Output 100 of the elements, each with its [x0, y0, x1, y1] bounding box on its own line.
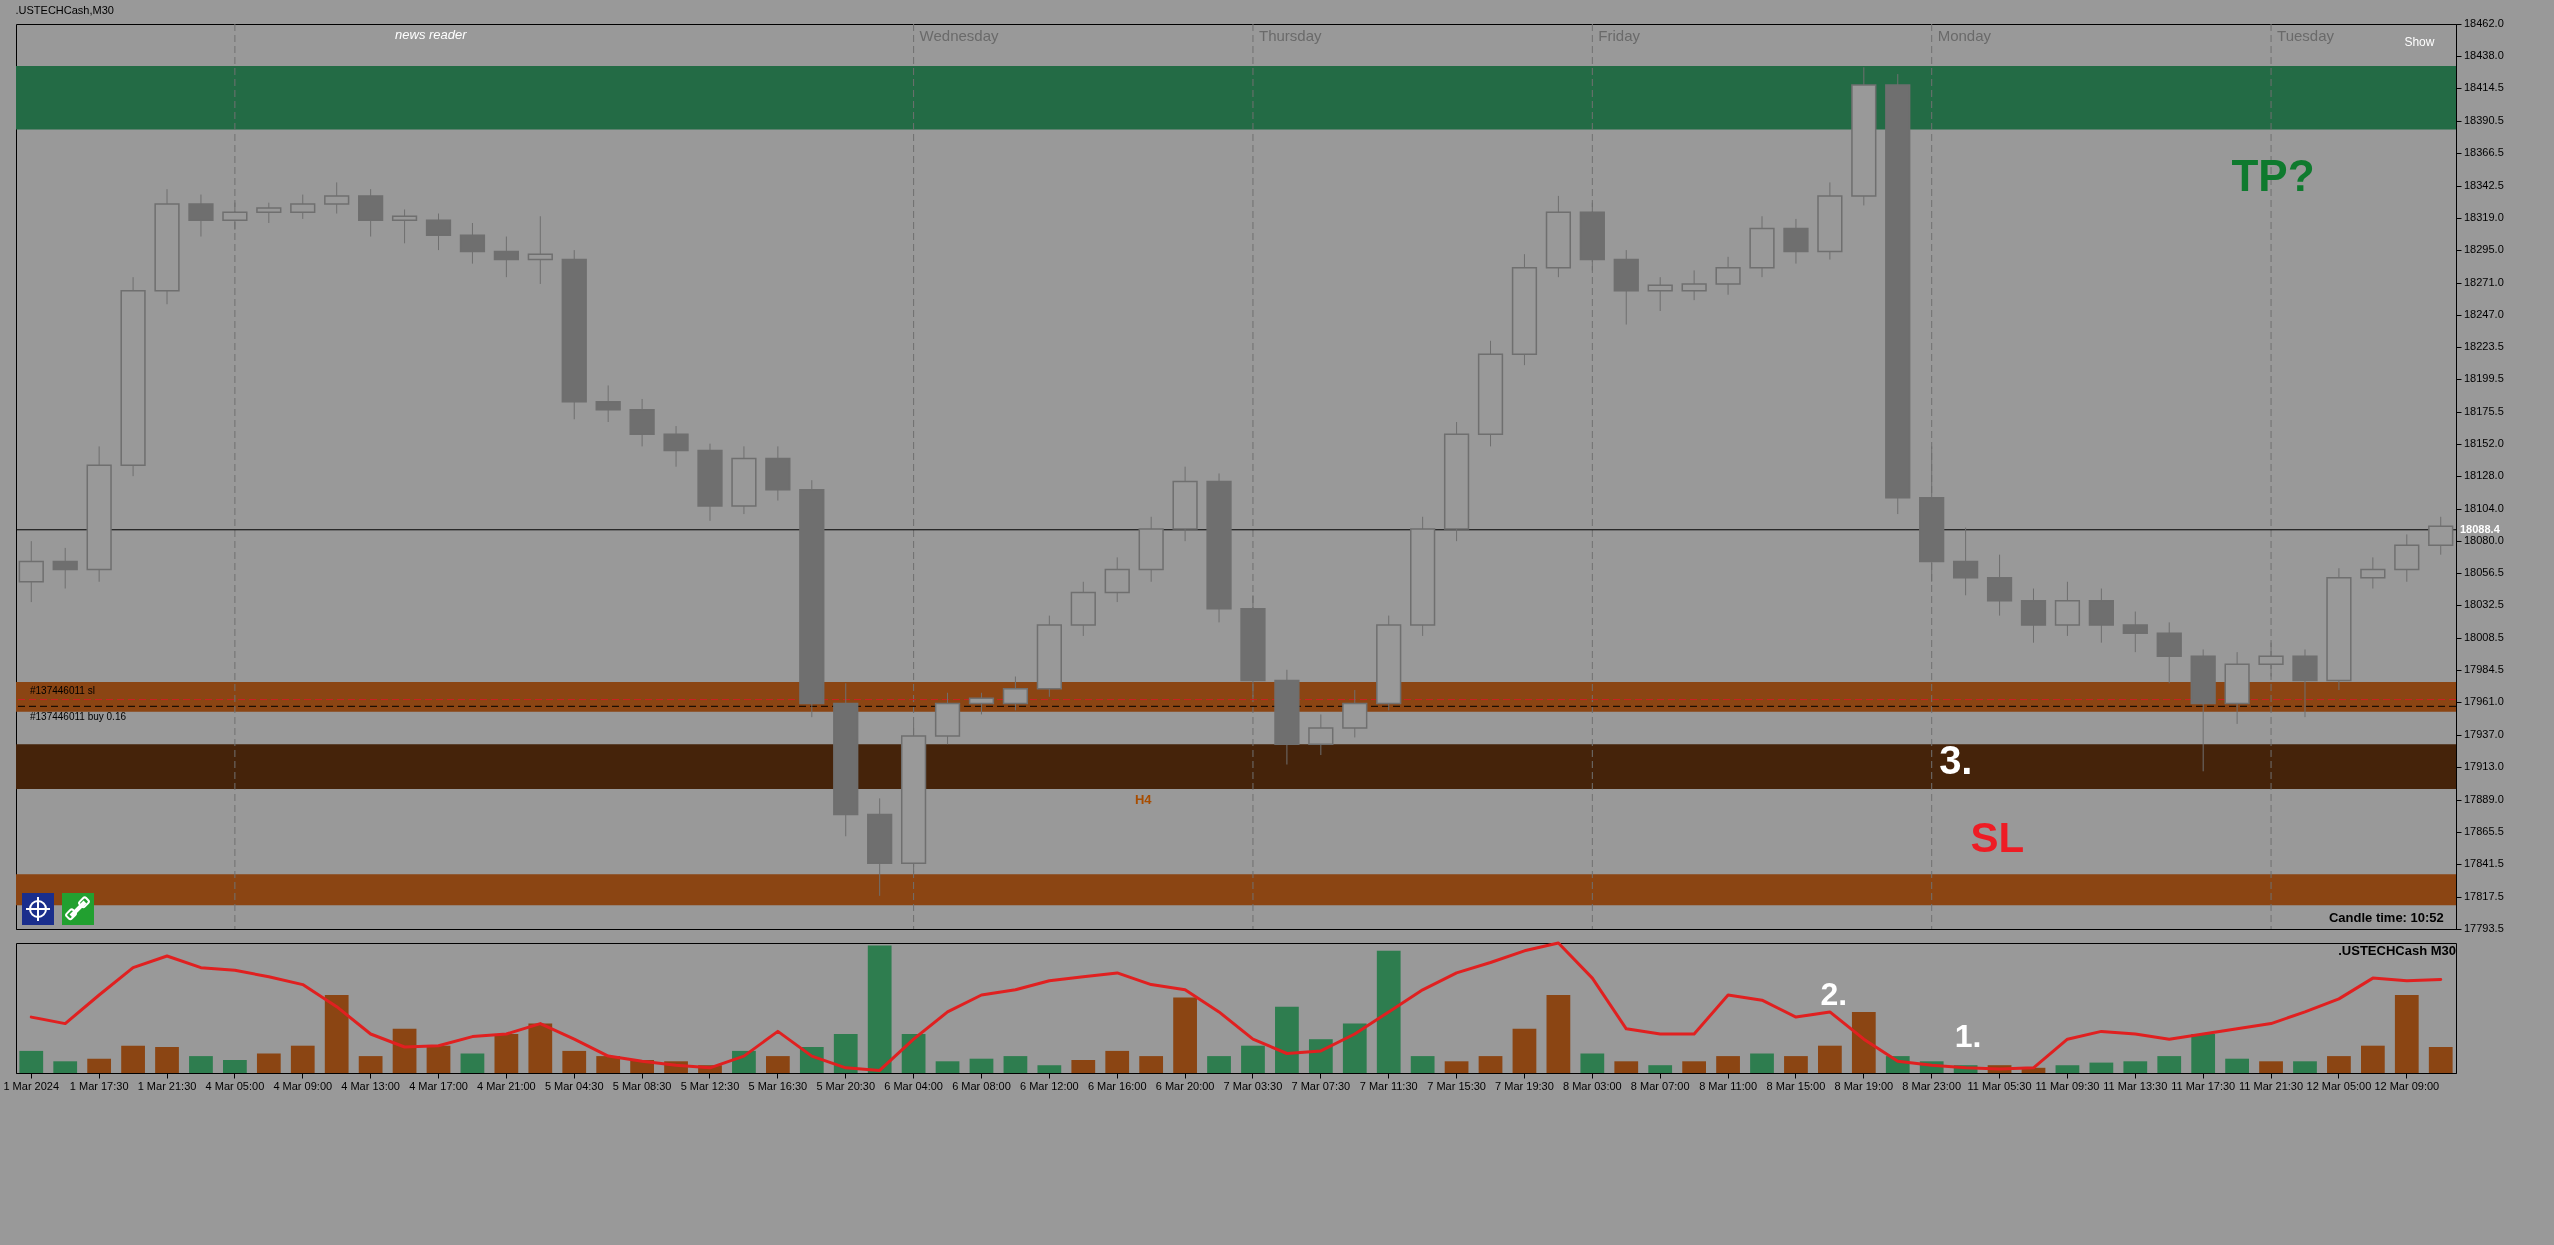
- candlestick: [2122, 611, 2148, 653]
- x-tick-label: 1 Mar 17:30: [69, 1079, 129, 1092]
- ref-line-label: 18088.4: [2460, 522, 2501, 535]
- bar: [392, 1028, 417, 1073]
- bar: [969, 1058, 994, 1073]
- candlestick: [663, 425, 689, 468]
- bar: [1410, 1056, 1435, 1073]
- bar: [765, 1056, 790, 1073]
- bar: [223, 1060, 247, 1073]
- bar: [867, 945, 892, 1073]
- bar: [1818, 1045, 1842, 1073]
- bar: [1851, 1011, 1876, 1073]
- y-tick-label: 18342.5: [2464, 178, 2504, 191]
- y-tick-label: 17817.5: [2464, 889, 2504, 902]
- candlestick: [493, 236, 519, 278]
- bar: [1716, 1056, 1740, 1073]
- x-tick-label: 6 Mar 20:00: [1155, 1079, 1215, 1092]
- bar: [19, 1050, 44, 1073]
- x-tick-label: 7 Mar 03:30: [1223, 1079, 1283, 1092]
- bar: [1173, 997, 1197, 1073]
- annotation: 1.: [1954, 1017, 1982, 1054]
- bar: [2360, 1045, 2385, 1073]
- x-tick-label: 8 Mar 23:00: [1902, 1079, 1962, 1092]
- y-tick-label: 18080.0: [2464, 534, 2504, 547]
- bar: [290, 1045, 315, 1073]
- x-tick-label: 12 Mar 05:00: [2306, 1079, 2372, 1092]
- y-tick-label: 18032.5: [2464, 598, 2504, 611]
- candlestick: [18, 540, 44, 603]
- bar: [1241, 1045, 1265, 1073]
- x-tick-label: 6 Mar 12:00: [1020, 1079, 1079, 1092]
- x-tick-label: 6 Mar 04:00: [884, 1079, 943, 1092]
- y-tick-label: 17937.0: [2464, 727, 2504, 740]
- bar: [833, 1034, 858, 1073]
- x-tick-label: 11 Mar 13:30: [2103, 1079, 2168, 1092]
- y-tick-label: 18152.0: [2464, 436, 2504, 449]
- bar: [1105, 1050, 1130, 1073]
- annotation: Show: [2404, 35, 2435, 50]
- x-tick-label: 7 Mar 11:30: [1359, 1079, 1418, 1092]
- bar: [1003, 1056, 1028, 1073]
- bar: [1444, 1061, 1469, 1073]
- x-tick-label: 5 Mar 08:30: [612, 1079, 672, 1092]
- y-tick-label: 18390.5: [2464, 113, 2504, 126]
- x-tick-label: 11 Mar 17:30: [2171, 1079, 2236, 1092]
- y-tick-label: 18247.0: [2464, 308, 2504, 321]
- bar: [256, 1053, 281, 1073]
- x-tick-label: 5 Mar 20:30: [816, 1079, 876, 1092]
- bar: [1037, 1065, 1062, 1073]
- y-tick-label: 18199.5: [2464, 372, 2504, 385]
- x-tick-label: 7 Mar 07:30: [1291, 1079, 1351, 1092]
- bar: [1546, 995, 1571, 1073]
- bar: [2225, 1058, 2249, 1073]
- x-tick-label: 1 Mar 2024: [3, 1079, 60, 1092]
- y-tick-label: 18462.0: [2464, 17, 2504, 29]
- candlestick: [391, 208, 418, 244]
- y-tick-label: 18438.0: [2464, 49, 2504, 62]
- bar: [1207, 1056, 1231, 1073]
- bar: [494, 1034, 519, 1073]
- x-tick-label: 8 Mar 03:00: [1562, 1079, 1622, 1092]
- candlestick: [968, 692, 995, 715]
- chart-title: .USTECHCash,M30: [15, 4, 114, 16]
- x-tick-label: 12 Mar 09:00: [2374, 1079, 2440, 1092]
- annotation: Candle time: 10:52: [2328, 910, 2444, 926]
- x-tick-label: 5 Mar 04:30: [544, 1079, 604, 1092]
- x-tick-label: 4 Mar 05:00: [205, 1079, 265, 1092]
- y-tick-label: 17865.5: [2464, 824, 2504, 837]
- x-tick-label: 7 Mar 15:30: [1427, 1079, 1486, 1092]
- y-tick-label: 18008.5: [2464, 630, 2504, 643]
- y-tick-label: 18366.5: [2464, 146, 2504, 159]
- candlestick: [1986, 554, 2013, 617]
- annotation: 3.: [1939, 737, 1973, 782]
- bar: [2327, 1056, 2351, 1073]
- bar: [1139, 1056, 1164, 1073]
- y-tick-label: 18128.0: [2464, 469, 2504, 482]
- bar: [324, 995, 349, 1073]
- y-tick-label: 18175.5: [2464, 404, 2504, 417]
- x-tick-label: 8 Mar 19:00: [1834, 1079, 1894, 1092]
- bar: [562, 1050, 587, 1073]
- x-tick-label: 5 Mar 16:30: [748, 1079, 808, 1092]
- x-tick-label: 4 Mar 21:00: [477, 1079, 536, 1092]
- x-tick-label: 6 Mar 16:00: [1087, 1079, 1147, 1092]
- candlestick: [2428, 516, 2454, 556]
- candlestick: [459, 222, 486, 265]
- ref-line-label: #137446011 buy 0.16: [30, 711, 127, 723]
- bar: [426, 1045, 451, 1073]
- x-tick-label: 5 Mar 12:30: [680, 1079, 740, 1092]
- y-tick-label: 18295.0: [2464, 243, 2504, 256]
- bar: [1648, 1065, 1673, 1073]
- candlestick: [527, 215, 553, 285]
- y-tick-label: 17889.0: [2464, 792, 2504, 805]
- bar: [1275, 1006, 1299, 1073]
- x-tick-label: 8 Mar 15:00: [1766, 1079, 1826, 1092]
- bar: [528, 1023, 553, 1073]
- y-tick-label: 17793.5: [2464, 922, 2504, 934]
- candlestick: [324, 181, 350, 215]
- y-tick-label: 17984.5: [2464, 663, 2504, 676]
- bar: [87, 1058, 112, 1073]
- candlestick: [1953, 527, 1979, 596]
- x-tick-label: 8 Mar 07:00: [1630, 1079, 1690, 1092]
- bar: [155, 1047, 179, 1073]
- bar: [358, 1056, 383, 1073]
